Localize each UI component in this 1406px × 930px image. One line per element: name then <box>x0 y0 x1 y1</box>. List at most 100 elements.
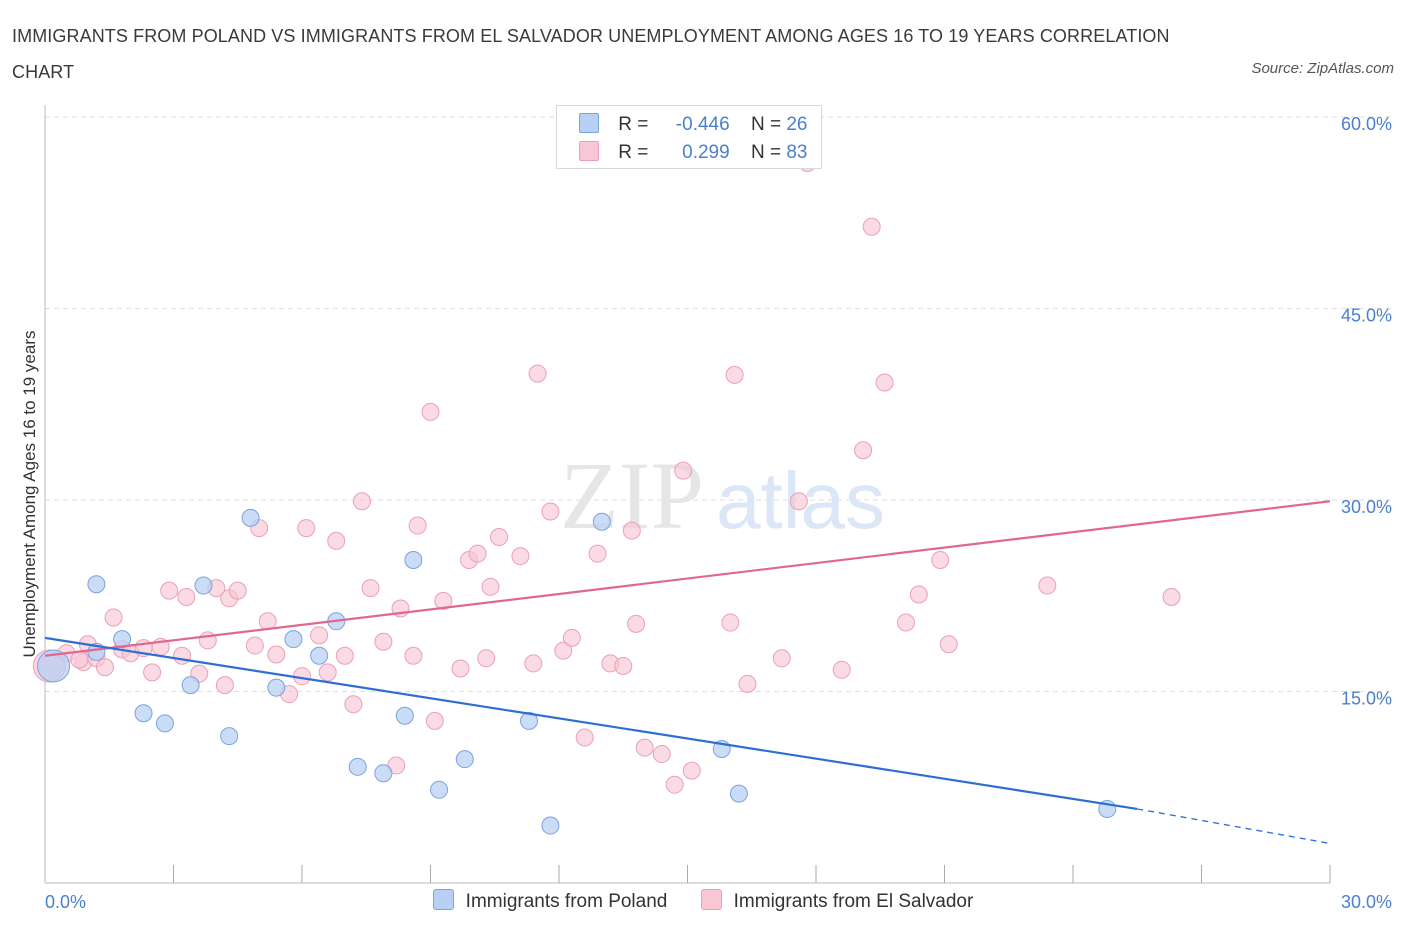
el-salvador-point <box>674 461 693 480</box>
el-salvador-point <box>588 544 607 563</box>
poland-point <box>395 706 414 725</box>
r-value-el-salvador: 0.299 <box>682 142 730 163</box>
el-salvador-point <box>524 654 543 673</box>
el-salvador-point <box>160 581 179 600</box>
el-salvador-point <box>627 614 646 633</box>
el-salvador-point <box>614 656 633 675</box>
r-label: R = <box>618 142 649 163</box>
el-salvador-point <box>541 502 560 521</box>
legend-item-poland[interactable]: Immigrants from Poland <box>432 889 667 913</box>
y-tick-label: 30.0% <box>1341 497 1392 517</box>
poland-point <box>520 711 539 730</box>
el-salvador-point <box>104 608 123 627</box>
el-salvador-point <box>468 544 487 563</box>
poland-trend-extension <box>1137 808 1331 845</box>
poland-point <box>113 630 132 649</box>
trend-lines <box>44 500 1331 845</box>
series-el-salvador <box>32 153 1181 794</box>
n-label: N = <box>750 142 782 163</box>
el-salvador-point <box>374 632 393 651</box>
el-salvador-point <box>70 650 89 669</box>
el-salvador-point <box>562 628 581 647</box>
n-label: N = <box>750 114 782 135</box>
el-salvador-point <box>451 659 470 678</box>
legend-row-el-salvador: R = 0.299 N = 83 <box>579 141 807 167</box>
el-salvador-point <box>909 585 928 604</box>
el-salvador-point <box>335 646 354 665</box>
poland-point <box>194 576 213 595</box>
poland-trend-line <box>44 636 1138 811</box>
el-salvador-point <box>622 521 641 540</box>
el-salvador-point <box>1038 576 1057 595</box>
el-salvador-point <box>408 516 427 535</box>
el-salvador-point <box>318 663 337 682</box>
el-salvador-point <box>310 626 329 645</box>
poland-point <box>455 750 474 769</box>
poland-point <box>241 508 260 527</box>
n-value-el-salvador: 83 <box>786 142 808 163</box>
x-tick-label: 30.0% <box>1341 892 1392 912</box>
el-salvador-point <box>344 695 363 714</box>
el-salvador-point <box>511 547 530 566</box>
el-salvador-point <box>481 577 500 596</box>
watermark: ZIP atlas <box>560 442 885 549</box>
el-salvador-point <box>772 649 791 668</box>
poland-swatch <box>432 889 454 910</box>
series-poland <box>37 508 1117 835</box>
poland-point <box>592 512 611 531</box>
r-label: R = <box>618 114 649 135</box>
el-salvador-point <box>862 217 881 236</box>
poland-point <box>220 727 239 746</box>
el-salvador-point <box>721 613 740 632</box>
el-salvador-point <box>490 528 509 547</box>
y-axis-label: Unemployment Among Ages 16 to 19 years <box>20 331 39 658</box>
el-salvador-swatch <box>700 889 722 910</box>
el-salvador-point <box>361 579 380 598</box>
y-tick-label: 45.0% <box>1341 306 1392 326</box>
poland-point <box>430 780 449 799</box>
correlation-legend: R = -0.446 N = 26 R = 0.299 N = 83 <box>556 105 822 169</box>
el-salvador-point <box>575 728 594 747</box>
poland-point <box>729 784 748 803</box>
chart-title: IMMIGRANTS FROM POLAND VS IMMIGRANTS FRO… <box>12 26 1170 82</box>
poland-point <box>267 678 286 697</box>
el-salvador-point <box>215 676 234 695</box>
el-salvador-point <box>738 674 757 693</box>
el-salvador-point <box>854 441 873 460</box>
el-salvador-swatch <box>579 141 599 161</box>
y-tick-label: 60.0% <box>1341 114 1392 134</box>
legend-item-el-salvador[interactable]: Immigrants from El Salvador <box>700 889 973 913</box>
el-salvador-point <box>421 402 440 421</box>
poland-point <box>404 551 423 570</box>
el-salvador-point <box>327 531 346 550</box>
axes <box>44 105 1331 884</box>
el-salvador-point <box>425 711 444 730</box>
poland-point <box>37 649 71 683</box>
poland-point <box>348 757 367 776</box>
el-salvador-point <box>404 646 423 665</box>
poland-point <box>181 676 200 695</box>
el-salvador-point <box>665 775 684 794</box>
el-salvador-point <box>173 646 192 665</box>
poland-point <box>284 630 303 649</box>
x-tick-label: 0.0% <box>45 892 86 912</box>
el-salvador-point <box>297 519 316 538</box>
poland-point <box>87 575 106 594</box>
poland-point <box>155 714 174 733</box>
tick-labels: 15.0% 30.0% 45.0% 60.0% 0.0% 30.0% <box>45 114 1392 912</box>
el-salvador-point <box>528 364 547 383</box>
el-salvador-trend-line <box>44 500 1331 657</box>
n-value-poland: 26 <box>786 114 808 135</box>
el-salvador-point <box>177 588 196 607</box>
el-salvador-point <box>434 591 453 610</box>
el-salvador-point <box>682 761 701 780</box>
el-salvador-point <box>228 581 247 600</box>
gridlines <box>45 116 1392 692</box>
el-salvador-point <box>554 641 573 660</box>
el-salvador-point <box>896 613 915 632</box>
source-credit: Source: ZipAtlas.com <box>1251 60 1394 77</box>
poland-swatch <box>579 113 599 133</box>
legend-row-poland: R = -0.446 N = 26 <box>579 113 807 139</box>
el-salvador-point <box>725 365 744 384</box>
